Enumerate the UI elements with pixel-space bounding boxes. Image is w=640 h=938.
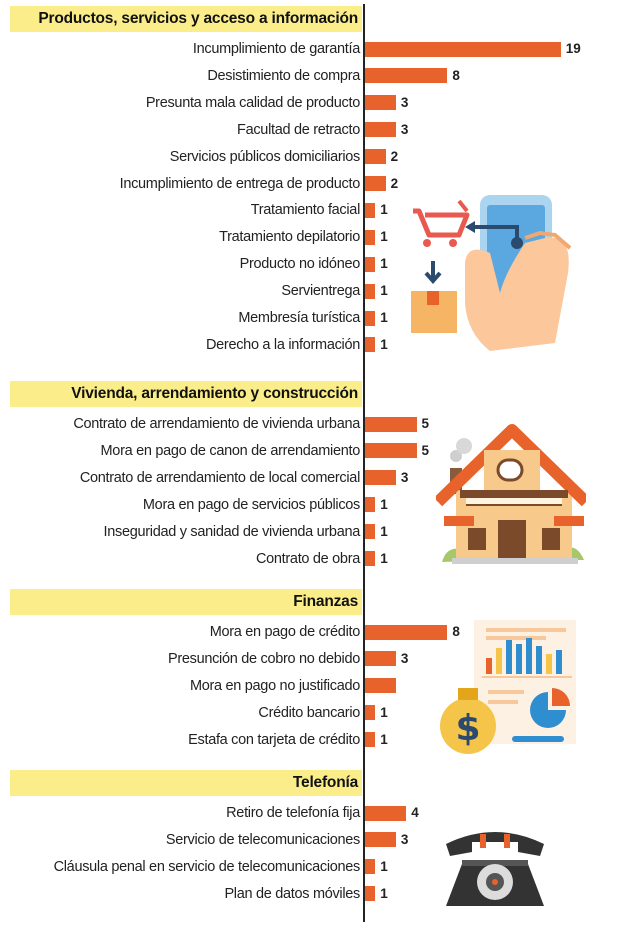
value-label: 1 (380, 229, 388, 245)
value-label: 1 (380, 336, 388, 352)
bar (365, 886, 376, 902)
bar (365, 859, 376, 875)
value-label: 4 (411, 805, 419, 820)
category-label: Contrato de arrendamiento de vivienda ur… (73, 416, 360, 432)
category-label: Contrato de obra (255, 550, 360, 567)
value-label: 1 (380, 283, 388, 299)
value-label: 2 (390, 148, 399, 164)
category-label: Facultad de retracto (237, 121, 360, 138)
house-icon (436, 424, 586, 564)
bar (365, 256, 376, 272)
bar (365, 310, 376, 326)
bar (365, 651, 396, 667)
value-label: 3 (400, 121, 409, 137)
value-label: 1 (380, 202, 388, 218)
bar (365, 202, 376, 218)
bar (365, 68, 448, 84)
bar (365, 497, 376, 513)
category-label: Mora en pago de servicios públicos (142, 496, 360, 513)
section-header: Vivienda, arrendamiento y construcción (10, 381, 362, 407)
value-label: 1 (380, 885, 388, 901)
value-label: 19 (565, 41, 581, 56)
bar (365, 805, 407, 821)
finance-report-icon: $ (440, 620, 576, 754)
section-header: Finanzas (10, 589, 362, 615)
section-header: Telefonía (10, 770, 362, 796)
category-label: Servicios públicos domiciliarios (169, 148, 361, 165)
value-label: 5 (421, 416, 430, 431)
value-label: 1 (380, 496, 388, 512)
bar (365, 470, 396, 486)
bar (365, 229, 376, 245)
category-label: Inseguridad y sanidad de vivienda urbana (103, 523, 361, 540)
bar (365, 624, 448, 640)
category-label: Membresía turística (238, 310, 360, 326)
value-label: 1 (380, 523, 388, 539)
svg-text:$: $ (455, 708, 480, 749)
value-label: 1 (380, 256, 388, 272)
category-label: Estafa con tarjeta de crédito (188, 731, 360, 748)
bar (365, 337, 376, 353)
category-label: Cláusula penal en servicio de telecomuni… (53, 858, 361, 875)
bar (365, 176, 386, 191)
value-label: 1 (380, 704, 388, 720)
category-label: Mora en pago de canon de arrendamiento (100, 442, 361, 459)
bar (365, 416, 417, 432)
bar (365, 551, 376, 566)
bar (365, 149, 386, 165)
value-label: 8 (452, 624, 460, 639)
chart-axis-line (363, 4, 365, 922)
bar (365, 705, 376, 721)
value-label: 1 (380, 310, 388, 325)
telephone-icon (446, 832, 544, 906)
bar (365, 41, 561, 57)
value-label: 3 (400, 650, 409, 666)
value-label: 3 (400, 94, 409, 110)
value-label: 5 (421, 442, 430, 458)
category-label: Producto no idóneo (239, 256, 361, 273)
category-label: Retiro de telefonía fija (226, 805, 360, 821)
value-label: 1 (380, 731, 388, 747)
value-label: 1 (380, 550, 388, 566)
bar (365, 283, 376, 299)
value-label: 2 (390, 175, 399, 191)
category-label: Presunta mala calidad de producto (145, 94, 360, 111)
bar (365, 95, 396, 111)
section-header: Productos, servicios y acceso a informac… (10, 6, 362, 32)
shopping-phone-icon (411, 195, 572, 351)
category-label: Mora en pago no justificado (189, 677, 360, 694)
category-label: Crédito bancario (258, 704, 360, 721)
category-label: Desistimiento de compra (207, 67, 360, 84)
category-label: Contrato de arrendamiento de local comer… (79, 469, 360, 486)
category-label: Tratamiento depilatorio (219, 229, 360, 246)
category-label: Incumplimiento de entrega de producto (119, 175, 361, 192)
category-label: Servicio de telecomunicaciones (165, 831, 360, 848)
value-label: 1 (380, 858, 388, 874)
category-label: Incumplimiento de garantía (192, 41, 360, 57)
bar (365, 732, 376, 748)
bar (365, 524, 376, 540)
category-label: Plan de datos móviles (224, 885, 360, 902)
bar (365, 443, 417, 459)
value-label: 8 (452, 67, 460, 83)
bar (365, 122, 396, 138)
bar (365, 678, 396, 694)
category-label: Servientrega (281, 283, 360, 300)
category-label: Mora en pago de crédito (209, 624, 361, 640)
value-label: 3 (400, 469, 409, 485)
category-label: Derecho a la información (206, 336, 360, 353)
value-label: 3 (400, 831, 409, 847)
category-label: Presunción de cobro no debido (167, 650, 360, 667)
bar (365, 832, 396, 848)
category-label: Tratamiento facial (250, 202, 361, 219)
